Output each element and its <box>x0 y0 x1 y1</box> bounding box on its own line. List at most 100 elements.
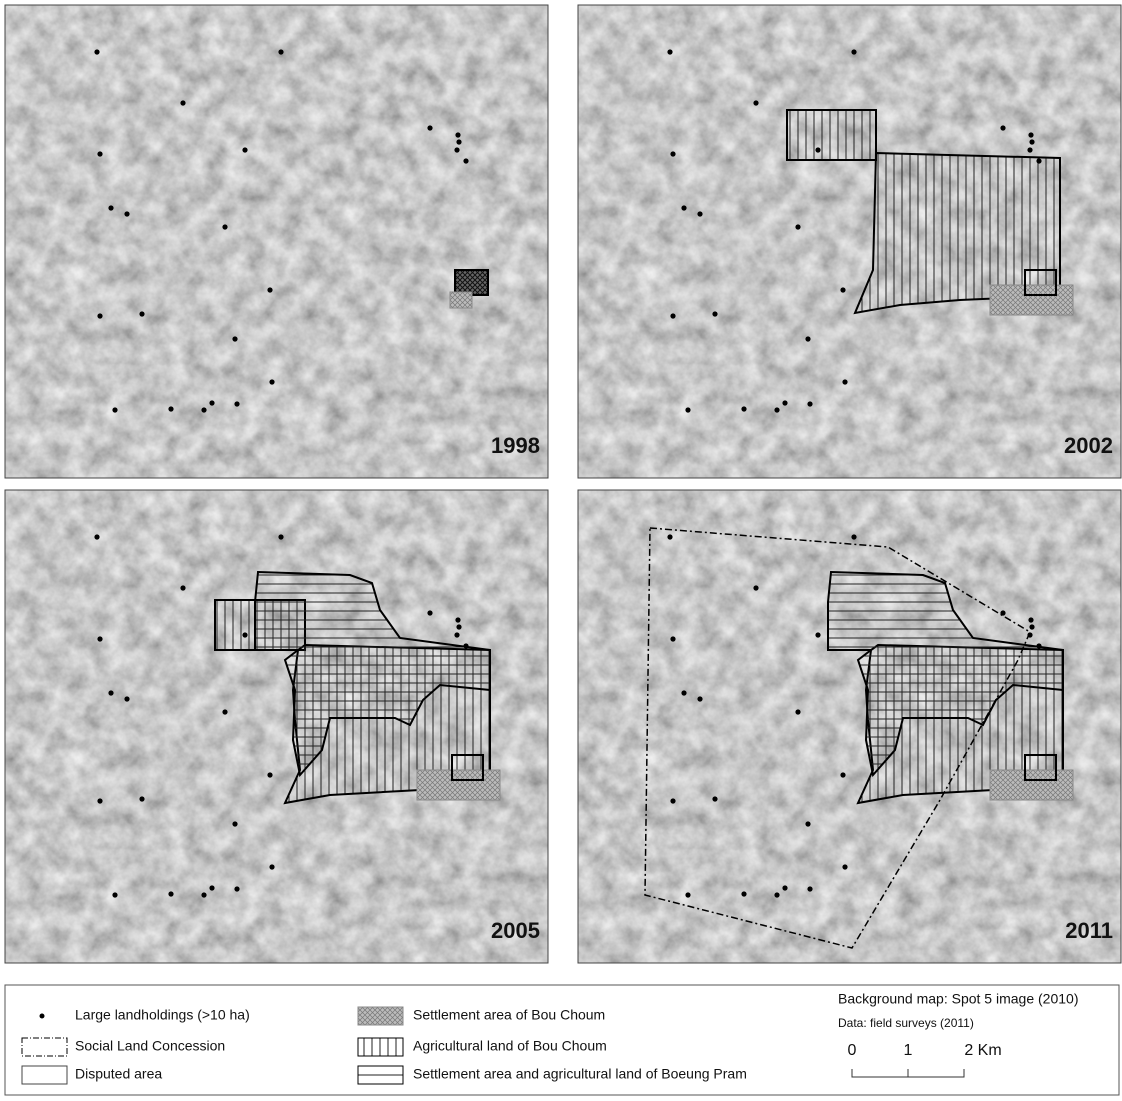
landholding-dot <box>1027 632 1032 637</box>
landholding-dot <box>815 632 820 637</box>
panels-group: 1998 2002 2005 2011 <box>5 5 1121 963</box>
landholding-dot <box>697 211 702 216</box>
landholding-dot <box>685 407 690 412</box>
landholding-dot <box>242 632 247 637</box>
landholding-dot <box>1027 147 1032 152</box>
landholding-dot <box>741 891 746 896</box>
landholding-dot <box>456 624 461 629</box>
legend-label: Large landholdings (>10 ha) <box>75 1007 250 1023</box>
landholding-dot <box>234 401 239 406</box>
landholding-dot <box>456 139 461 144</box>
landholding-dot <box>670 151 675 156</box>
landholding-dot <box>807 886 812 891</box>
landholding-dot <box>815 147 820 152</box>
landholding-dot <box>685 892 690 897</box>
landholding-dot <box>840 287 845 292</box>
landholding-dot <box>97 798 102 803</box>
landholding-dot <box>209 885 214 890</box>
landholding-dot <box>1000 125 1005 130</box>
landholding-dot <box>782 885 787 890</box>
settlement-bou-choum <box>417 770 500 800</box>
landholding-dot <box>97 636 102 641</box>
landholding-dot <box>454 632 459 637</box>
legend: Large landholdings (>10 ha) Social Land … <box>5 985 1119 1095</box>
landholding-dot <box>1036 643 1041 648</box>
legend-swatch <box>22 1066 67 1084</box>
landholding-dot <box>94 534 99 539</box>
landholding-dot <box>269 864 274 869</box>
landholding-dot <box>108 205 113 210</box>
landholding-dot <box>180 585 185 590</box>
landholding-dot <box>1029 139 1034 144</box>
map-panel: 1998 <box>5 5 548 478</box>
landholding-dot <box>168 891 173 896</box>
landholding-dot <box>697 696 702 701</box>
landholding-dot <box>278 49 283 54</box>
landholding-dot <box>278 534 283 539</box>
landholding-dot <box>209 400 214 405</box>
landholding-dot <box>753 585 758 590</box>
credit: Background map: Spot 5 image (2010) <box>838 991 1078 1007</box>
landholding-dot <box>670 636 675 641</box>
year-label: 2005 <box>491 918 540 943</box>
landholding-dot <box>232 336 237 341</box>
landholding-dot <box>667 534 672 539</box>
legend-swatch <box>358 1038 403 1056</box>
landholding-dot <box>851 49 856 54</box>
landholding-dot <box>842 379 847 384</box>
settlement-bou-choum <box>990 285 1073 315</box>
disputed-area <box>455 270 488 295</box>
landholding-dot <box>454 147 459 152</box>
landholding-dot <box>851 534 856 539</box>
landholding-dot <box>753 100 758 105</box>
landholding-dot <box>1029 624 1034 629</box>
landholding-dot <box>180 100 185 105</box>
landholding-dot <box>232 821 237 826</box>
landholding-dot <box>681 205 686 210</box>
landholding-dot <box>427 125 432 130</box>
map-panel: 2005 <box>5 490 548 963</box>
landholding-dot <box>139 796 144 801</box>
landholding-dot <box>112 892 117 897</box>
settlement-bou-choum <box>450 292 472 308</box>
landholding-dot <box>234 886 239 891</box>
scale-label: 1 <box>904 1042 913 1059</box>
settlement-bou-choum <box>990 770 1073 800</box>
landholding-dot <box>427 610 432 615</box>
landholding-dot <box>670 798 675 803</box>
map-panel: 2011 <box>578 490 1121 963</box>
landholding-dot <box>455 617 460 622</box>
landholding-dot <box>124 696 129 701</box>
legend-label: Agricultural land of Bou Choum <box>413 1038 607 1054</box>
landholding-dot <box>712 311 717 316</box>
landholding-dot <box>455 132 460 137</box>
landholding-dot <box>201 892 206 897</box>
landholding-dot <box>108 690 113 695</box>
landholding-dot <box>1000 610 1005 615</box>
landholding-dot <box>267 287 272 292</box>
landholding-dot <box>670 313 675 318</box>
legend-label: Settlement area and agricultural land of… <box>413 1066 747 1082</box>
landholding-dot <box>1036 158 1041 163</box>
landholding-dot <box>222 224 227 229</box>
landholding-dot <box>97 151 102 156</box>
landholding-dot <box>269 379 274 384</box>
credit: Data: field surveys (2011) <box>838 1016 974 1030</box>
satellite-image <box>5 5 548 478</box>
legend-swatch <box>22 1038 67 1056</box>
scale-label: 0 <box>848 1042 857 1059</box>
map-panel: 2002 <box>578 5 1121 478</box>
map-panels: 1998 2002 2005 2011 <box>5 5 1121 963</box>
landholding-dot <box>201 407 206 412</box>
agri-bou-choum <box>787 110 876 160</box>
landholding-dot <box>139 311 144 316</box>
legend-label: Disputed area <box>75 1066 162 1082</box>
landholding-dot <box>805 336 810 341</box>
year-label: 2002 <box>1064 433 1113 458</box>
legend-label: Settlement area of Bou Choum <box>413 1007 605 1023</box>
landholding-dot <box>222 709 227 714</box>
landholding-dot <box>805 821 810 826</box>
landholding-dot <box>842 864 847 869</box>
landholding-dot <box>807 401 812 406</box>
landholding-dot <box>795 709 800 714</box>
